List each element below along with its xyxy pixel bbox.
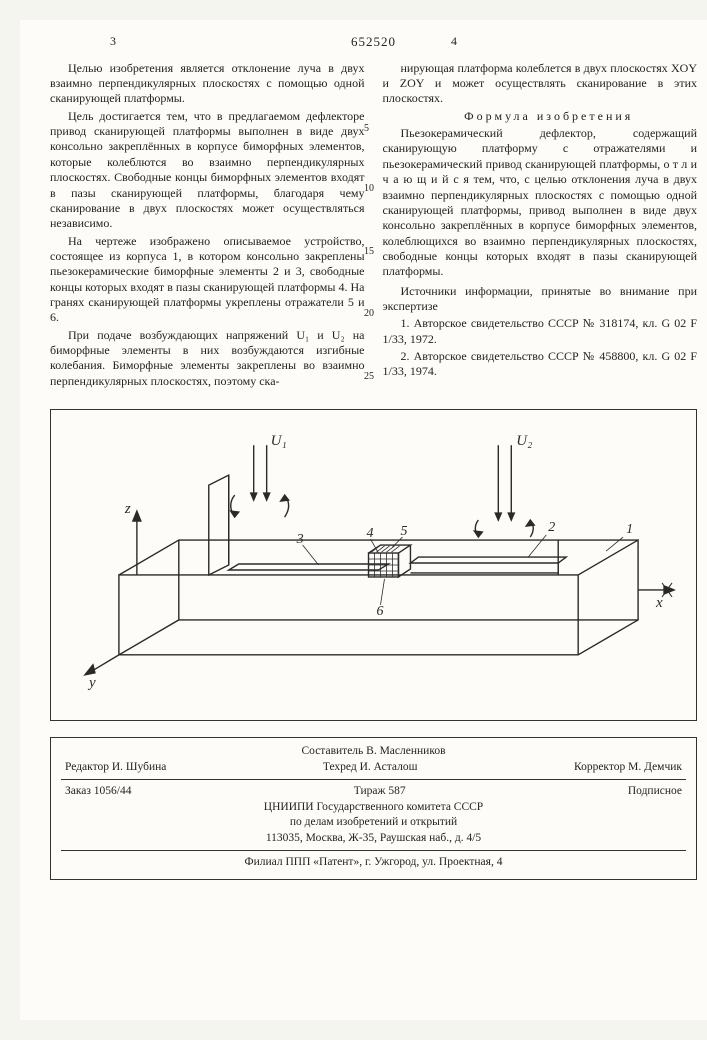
label-3: 3 [296, 532, 304, 547]
corrector: Корректор М. Демчик [574, 760, 682, 776]
para: Целью изобретения является отклонение лу… [50, 61, 365, 107]
source-item: 1. Авторское свидетельство СССР № 318174… [383, 316, 698, 347]
podpis: Подписное [628, 784, 682, 800]
label-5: 5 [400, 524, 407, 539]
techred: Техред И. Асталош [323, 760, 418, 776]
org-line: ЦНИИПИ Государственного комитета СССР [61, 800, 686, 816]
formula-title: Формула изобретения [383, 109, 698, 124]
tirazh: Тираж 587 [354, 784, 406, 800]
axis-y: y [87, 675, 96, 691]
para: На чертеже изображено описываемое устрой… [50, 234, 365, 326]
imprint: Составитель В. Масленников Редактор И. Ш… [50, 737, 697, 880]
axis-z: z [124, 501, 131, 517]
left-column: Целью изобретения является отклонение лу… [50, 61, 365, 392]
sources-title: Источники информации, принятые во вниман… [383, 284, 698, 315]
label-4: 4 [367, 526, 374, 541]
text-columns: Целью изобретения является отклонение лу… [50, 61, 697, 392]
label-u2: U₂ [516, 433, 532, 449]
org-line: по делам изобретений и открытий [61, 815, 686, 831]
right-column: нирующая платформа колеблется в двух пло… [383, 61, 698, 392]
para: При подаче возбуждающих напряжений U₁ и … [50, 328, 365, 389]
figure: U₁ U₂ z y x 1 2 3 4 5 6 [50, 409, 697, 721]
address: Филиал ППП «Патент», г. Ужгород, ул. Про… [61, 855, 686, 871]
source-item: 2. Авторское свидетельство СССР № 458800… [383, 349, 698, 380]
figure-svg: U₁ U₂ z y x 1 2 3 4 5 6 [59, 420, 688, 710]
axis-x: x [655, 595, 663, 611]
address: 113035, Москва, Ж-35, Раушская наб., д. … [61, 831, 686, 847]
label-1: 1 [626, 522, 633, 537]
formula-text: Пьезокерамический дефлектор, содержащий … [383, 126, 698, 280]
para: нирующая платформа колеблется в двух пло… [383, 61, 698, 107]
compiler: Составитель В. Масленников [61, 744, 686, 760]
para: Цель достигается тем, что в предлагаемом… [50, 109, 365, 232]
page-number-left: 3 [110, 34, 116, 49]
editor: Редактор И. Шубина [65, 760, 166, 776]
page-number-right: 4 [451, 34, 457, 49]
order: Заказ 1056/44 [65, 784, 132, 800]
doc-number: 652520 [50, 34, 697, 51]
label-6: 6 [376, 604, 383, 619]
label-u1: U₁ [271, 433, 287, 449]
label-2: 2 [548, 520, 555, 535]
